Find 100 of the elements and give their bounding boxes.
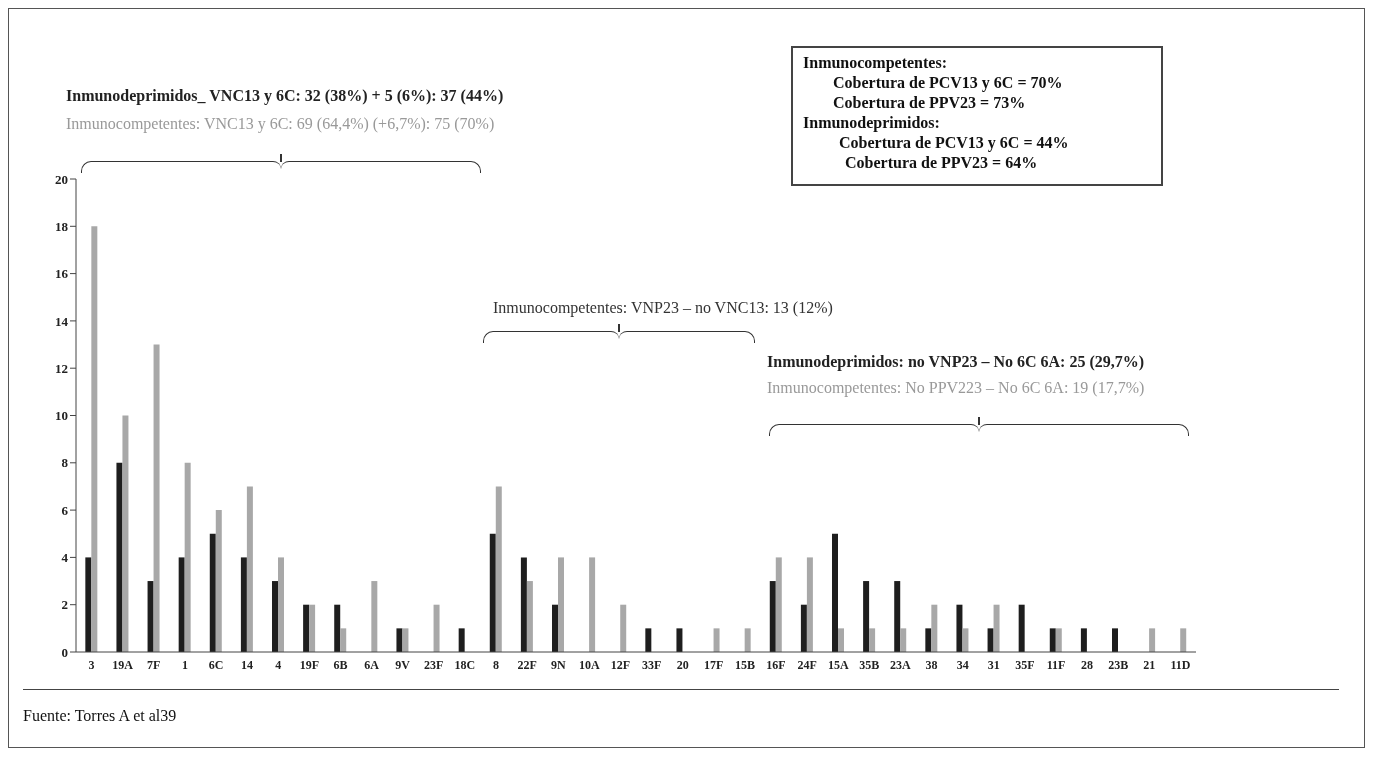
- x-tick-label: 34: [956, 657, 969, 672]
- bar: [894, 581, 901, 652]
- x-tick-label: 8: [493, 657, 499, 672]
- bar: [1112, 628, 1118, 652]
- y-tick-label: 14: [55, 313, 69, 329]
- x-tick-label: 23A: [890, 657, 912, 672]
- bar: [552, 604, 558, 652]
- bar: [309, 604, 316, 652]
- annotation: Inmunocompetentes: VNP23 – no VNC13: 13 (12%): [493, 299, 833, 317]
- bar: [246, 486, 253, 652]
- bar: [1149, 628, 1156, 652]
- bar: [744, 628, 751, 652]
- bar: [184, 462, 191, 652]
- x-tick-label: 12F: [610, 657, 631, 672]
- bar: [334, 604, 341, 652]
- bar: [489, 533, 496, 652]
- text: Inmunocompetentes: VNC13 y 6C: 69 (64,4%) (+6,7%): 75 (70%): [66, 115, 495, 133]
- x-tick-label: 14: [241, 657, 254, 672]
- bar: [800, 604, 807, 652]
- bar: [520, 557, 527, 652]
- bar: [85, 557, 92, 652]
- y-tick-label: 18: [55, 218, 69, 234]
- bar: [526, 581, 533, 652]
- bar: [1180, 628, 1187, 652]
- bar: [900, 628, 907, 652]
- bar: [931, 604, 938, 652]
- bar: [116, 462, 123, 652]
- source-note: Fuente: Torres A et al39: [23, 707, 177, 725]
- bar: [209, 533, 216, 652]
- bar: [806, 557, 813, 652]
- bar: [1080, 628, 1087, 652]
- x-tick-label: 35B: [859, 657, 880, 672]
- bar: [240, 557, 247, 652]
- bar: [713, 628, 720, 652]
- y-tick-label: 2: [61, 597, 68, 613]
- bar: [122, 415, 129, 652]
- bar: [589, 557, 596, 652]
- x-tick-label: 19F: [299, 657, 320, 672]
- bar: [278, 557, 284, 652]
- bar: [458, 628, 465, 652]
- x-tick-label: 21: [1143, 657, 1156, 672]
- bar: [869, 628, 876, 652]
- bar: [962, 628, 969, 652]
- x-tick-label: 20: [676, 657, 689, 672]
- bar: [769, 581, 776, 652]
- x-tick-label: 23F: [424, 657, 444, 672]
- x-tick-label: 7F: [147, 657, 161, 672]
- bar: [956, 604, 963, 652]
- bar: [863, 581, 870, 652]
- x-tick-label: 11D: [1170, 657, 1191, 672]
- x-tick-label: 9V: [395, 657, 411, 672]
- x-tick-label: 19A: [112, 657, 134, 672]
- y-tick-label: 16: [55, 266, 69, 282]
- bar: [178, 557, 185, 652]
- bar: [153, 344, 160, 652]
- x-tick-label: 11F: [1046, 657, 1066, 672]
- y-tick-label: 12: [55, 360, 68, 376]
- x-tick-label: 35F: [1015, 657, 1035, 672]
- x-tick-label: 18C: [454, 657, 476, 672]
- bar: [832, 533, 838, 652]
- x-tick-label: 17F: [704, 657, 724, 672]
- x-tick-label: 6B: [333, 657, 348, 672]
- x-tick-label: 6C: [208, 657, 224, 672]
- bar: [495, 486, 502, 652]
- bar: [1055, 628, 1062, 652]
- x-tick-label: 22F: [517, 657, 537, 672]
- bar: [676, 628, 683, 652]
- x-tick-label: 4: [275, 657, 282, 672]
- y-tick-label: 0: [61, 644, 68, 660]
- x-tick-label: 15B: [734, 657, 755, 672]
- x-tick-label: 6A: [364, 657, 380, 672]
- bar: [303, 604, 310, 652]
- y-tick-label: 4: [61, 550, 69, 566]
- annotation: Inmunodeprimidos: no VNP23 – No 6C 6A: 25 (29,7%): [767, 353, 1145, 371]
- x-tick-label: 23B: [1108, 657, 1129, 672]
- x-tick-label: 10A: [579, 657, 600, 672]
- x-tick-label: 9N: [550, 657, 566, 672]
- bar: [775, 557, 782, 652]
- text-box: Inmunocompetentes: Cobertura de PCV13 y 6C = 70% Cobertura de PPV23 = 73% Inmunodeprimidos: Cobertura de PCV13 y 6C = 44% Cobertura de PPV23 = 64%: [791, 46, 1163, 186]
- bar: [838, 628, 844, 652]
- x-tick-label: 15A: [827, 657, 849, 672]
- bar: [371, 581, 378, 652]
- x-tick-label: 24F: [797, 657, 817, 672]
- y-tick-label: 10: [55, 408, 68, 424]
- bar: [993, 604, 1000, 652]
- bar: [340, 628, 347, 652]
- bar: [925, 628, 932, 652]
- x-tick-label: 1: [181, 657, 188, 672]
- x-tick-label: 16F: [766, 657, 786, 672]
- x-tick-label: 3: [88, 657, 95, 672]
- bar: [1049, 628, 1056, 652]
- bar: [147, 581, 154, 652]
- bar: [620, 604, 627, 652]
- bar: [402, 628, 409, 652]
- x-tick-label: 28: [1081, 657, 1094, 672]
- bar: [645, 628, 652, 652]
- bar: [91, 226, 98, 652]
- text: Inmunodeprimidos_ VNC13 y 6C: 32 (38%) + 5 (6%): 37 (44%): [66, 87, 504, 105]
- y-tick-label: 20: [55, 171, 68, 187]
- bar: [1018, 604, 1025, 652]
